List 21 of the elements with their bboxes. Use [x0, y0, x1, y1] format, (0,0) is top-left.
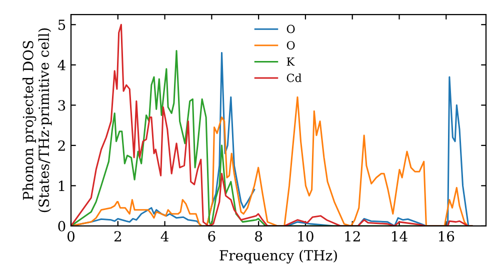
legend-label: Cd: [286, 73, 302, 82]
x-tick-label: 0: [67, 231, 74, 242]
x-tick-label: 12: [345, 231, 360, 242]
legend-label: K: [286, 58, 295, 66]
y-tick-label: 3: [58, 100, 66, 111]
y-axis-title: Phonon projected DOS (States/THz·primitive cell): [22, 28, 52, 212]
y-tick-label: 0: [58, 220, 66, 232]
y-tick-label: 2: [58, 140, 65, 151]
x-tick-label: 6: [208, 231, 216, 242]
x-tick-label: 2: [114, 231, 121, 242]
x-tick-label: 10: [298, 231, 314, 242]
legend-label: O: [286, 24, 295, 34]
x-tick-label: 4: [160, 231, 169, 242]
y-tick-label: 4: [58, 60, 66, 70]
x-axis-title: Frequency (THz): [220, 250, 337, 264]
x-tick-label: 16: [439, 231, 454, 242]
x-tick-label: 14: [392, 231, 408, 242]
y-tick-label: 5: [58, 20, 66, 30]
legend-label: O: [286, 41, 295, 50]
y-tick-label: 1: [58, 180, 64, 191]
x-tick-label: 8: [255, 231, 262, 242]
